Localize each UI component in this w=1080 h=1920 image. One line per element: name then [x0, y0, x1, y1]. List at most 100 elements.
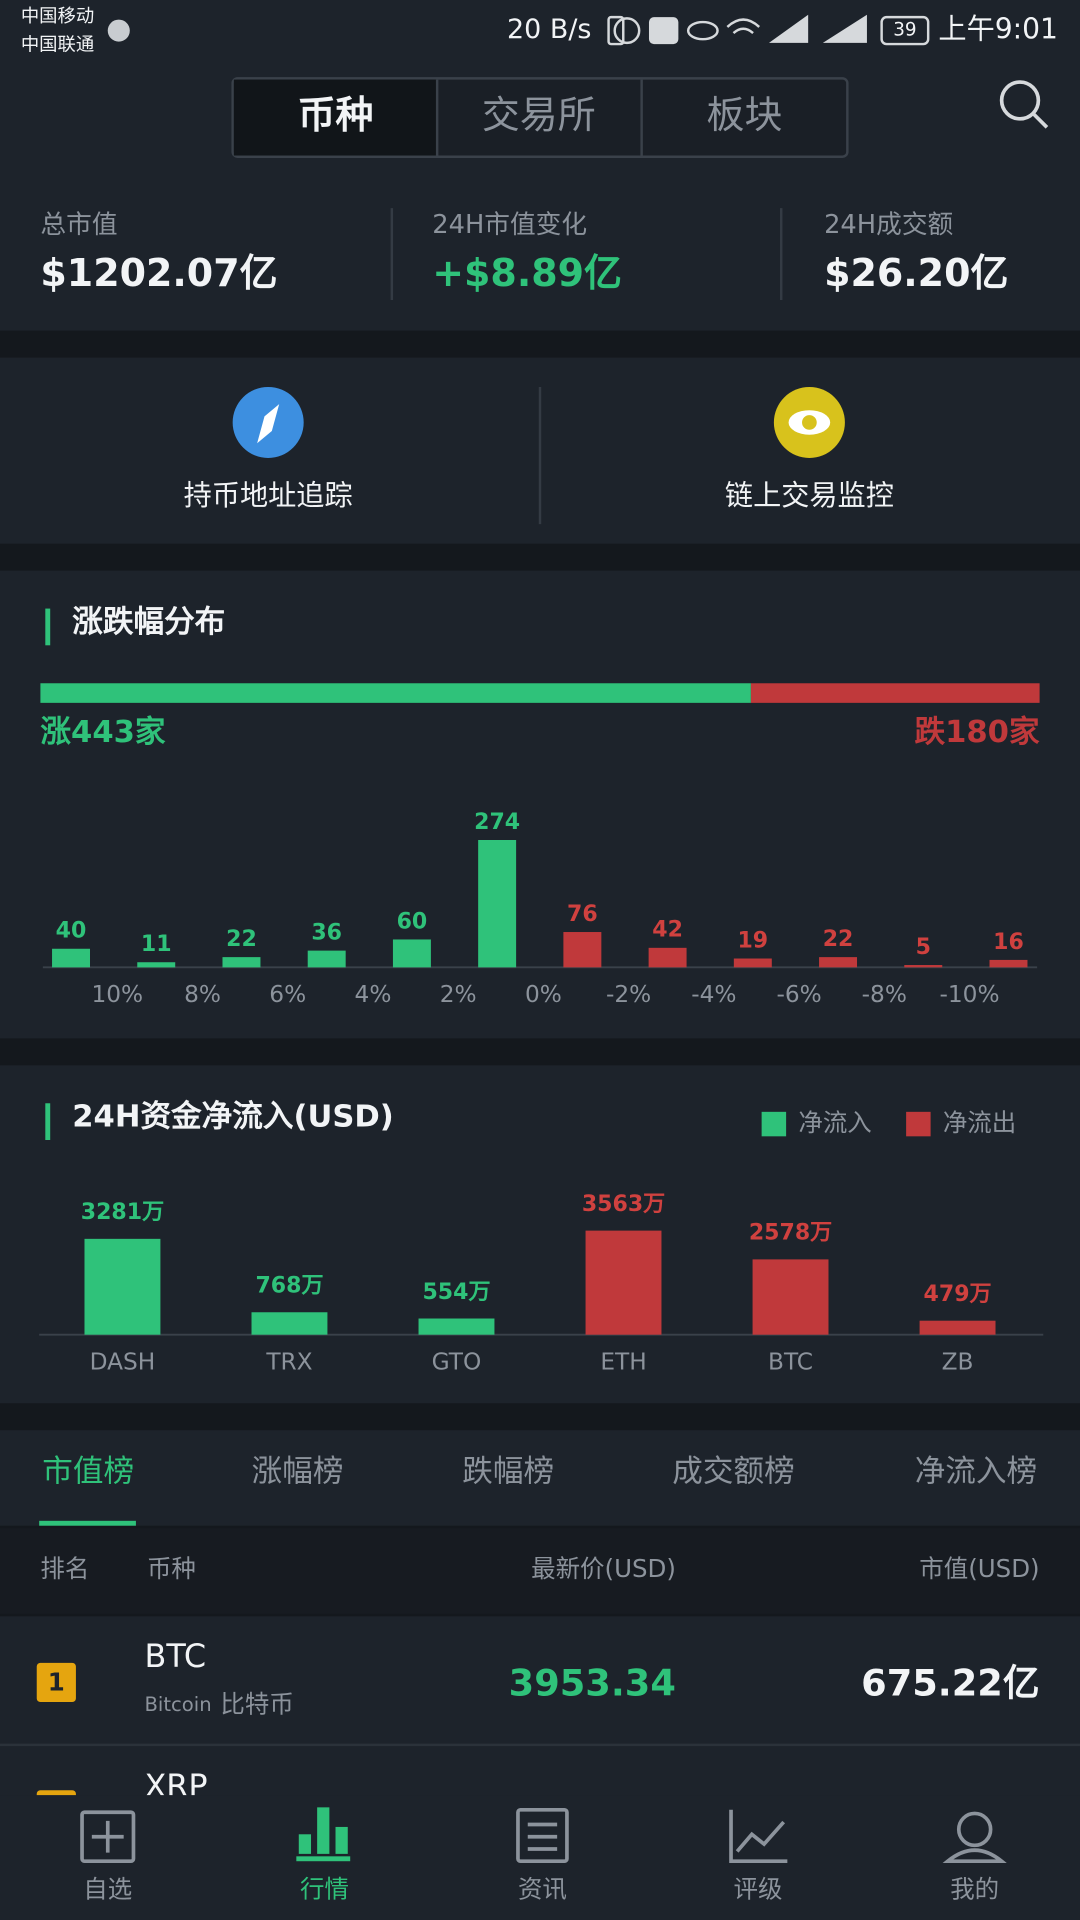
legend-label: 净流入: [798, 1108, 871, 1137]
data-label: 40: [56, 919, 87, 944]
distribution-panel: [0, 570, 1080, 1039]
stat-label: 24H成交额: [824, 210, 953, 240]
stat-value: +$8.89亿: [432, 251, 622, 295]
edge-label: 2%: [440, 981, 477, 1008]
price: 3953.34: [509, 1661, 676, 1704]
up-label: 涨443家: [40, 715, 166, 750]
wechat-icon: [107, 19, 130, 42]
status-icons: [607, 14, 930, 46]
bar: [222, 957, 261, 968]
bar: [733, 958, 772, 968]
nav-label[interactable]: 资讯: [518, 1875, 567, 1904]
tab[interactable]: 板块: [707, 93, 783, 137]
address-icon[interactable]: [232, 386, 304, 458]
rank-badge: [36, 1662, 76, 1703]
edge-label: -4%: [691, 981, 736, 1008]
edge-label: 0%: [525, 981, 562, 1008]
stat-value: $26.20亿: [824, 251, 1008, 295]
rank-tab[interactable]: 跌幅榜: [462, 1455, 554, 1490]
data-label: 22: [226, 927, 257, 952]
data-label: 479万: [924, 1282, 992, 1307]
flow-chart: 净流入 净流出 3281万 768万 554万 3563万 2578万 479万 DASH TRX…: [39, 1108, 1044, 1375]
tool-label[interactable]: 链上交易监控: [725, 479, 894, 512]
bar: [418, 1318, 495, 1335]
category-label: GTO: [432, 1348, 482, 1375]
table-row[interactable]: 1 BTC Bitcoin 比特币 3953.34 675.22亿: [36, 1637, 1040, 1719]
rank-tab[interactable]: 成交额榜: [672, 1455, 794, 1490]
header-panel: [0, 0, 1080, 331]
tab-underline: [39, 1520, 136, 1526]
edge-label: 10%: [91, 981, 143, 1008]
edge-label: -10%: [940, 981, 1000, 1008]
bar: [137, 962, 176, 968]
data-label: 22: [823, 927, 854, 952]
bar: [648, 947, 687, 968]
bar: [478, 840, 517, 968]
bar: [752, 1259, 829, 1335]
column-header: 币种: [147, 1554, 196, 1583]
category-label: TRX: [265, 1348, 312, 1375]
rank-tab[interactable]: 市值榜: [42, 1455, 134, 1490]
market-cap: 675.22亿: [861, 1661, 1039, 1704]
bar: [307, 950, 346, 968]
edge-label: 8%: [184, 981, 221, 1008]
category-label: ETH: [600, 1348, 646, 1375]
legend-swatch: [761, 1111, 787, 1137]
rank-tab[interactable]: 净流入榜: [915, 1455, 1037, 1490]
nav-icons: [80, 1807, 1007, 1864]
edge-label: 4%: [355, 981, 392, 1008]
tab[interactable]: 交易所: [482, 93, 596, 137]
edge-label: 6%: [269, 981, 306, 1008]
title-accent: [45, 608, 51, 646]
tab-selected: [233, 79, 438, 156]
nav-label[interactable]: 行情: [300, 1875, 349, 1904]
carrier: 中国移动: [21, 6, 94, 27]
data-label: 19: [737, 928, 768, 953]
stat-label: 24H市值变化: [432, 210, 587, 240]
net-speed: 20 B/s: [507, 14, 591, 45]
search-icon[interactable]: [999, 80, 1049, 129]
data-label: 554万: [422, 1280, 490, 1305]
bar: [819, 957, 858, 968]
table-body: [0, 1616, 1080, 1796]
rank-tabs: [0, 1430, 1080, 1526]
down-ratio: [750, 683, 1040, 703]
legend-label: 净流出: [943, 1108, 1016, 1137]
tab[interactable]: 币种: [298, 93, 374, 137]
data-label: 36: [311, 920, 342, 945]
edge-label: -2%: [606, 981, 651, 1008]
data-label: 2578万: [749, 1221, 832, 1246]
carrier: 中国联通: [21, 34, 94, 55]
data-label: 3563万: [582, 1192, 665, 1217]
category-label: BTC: [768, 1348, 813, 1375]
data-label: 76: [567, 902, 598, 927]
column-header: 排名: [40, 1554, 89, 1583]
edge-label: -8%: [862, 981, 907, 1008]
stat-label: 总市值: [40, 210, 117, 240]
bar: [563, 932, 602, 968]
nav-icon-active: [296, 1807, 351, 1862]
column-header: 最新价(USD): [531, 1554, 676, 1583]
data-label: 5: [916, 935, 931, 960]
data-label: 60: [397, 909, 428, 934]
column-header: 市值(USD): [919, 1554, 1039, 1583]
table-header: [0, 1528, 1080, 1614]
name-en: Bitcoin: [144, 1693, 211, 1716]
edge-label: -6%: [776, 981, 821, 1008]
section-title: 涨跌幅分布: [72, 605, 225, 640]
monitor-icon[interactable]: [773, 386, 845, 458]
nav-label[interactable]: 我的: [950, 1875, 999, 1904]
bar: [919, 1320, 996, 1335]
category-label: DASH: [90, 1348, 156, 1375]
clock: 上午9:01: [938, 13, 1058, 46]
data-label: 42: [652, 918, 683, 943]
nav-label[interactable]: 自选: [83, 1875, 132, 1904]
bottom-nav: [0, 1795, 1080, 1920]
rank-tab[interactable]: 涨幅榜: [252, 1455, 344, 1490]
nav-label[interactable]: 评级: [733, 1875, 782, 1904]
data-label: 11: [141, 932, 172, 957]
tool-label[interactable]: 持币地址追踪: [184, 479, 353, 512]
rank: 1: [48, 1668, 65, 1697]
